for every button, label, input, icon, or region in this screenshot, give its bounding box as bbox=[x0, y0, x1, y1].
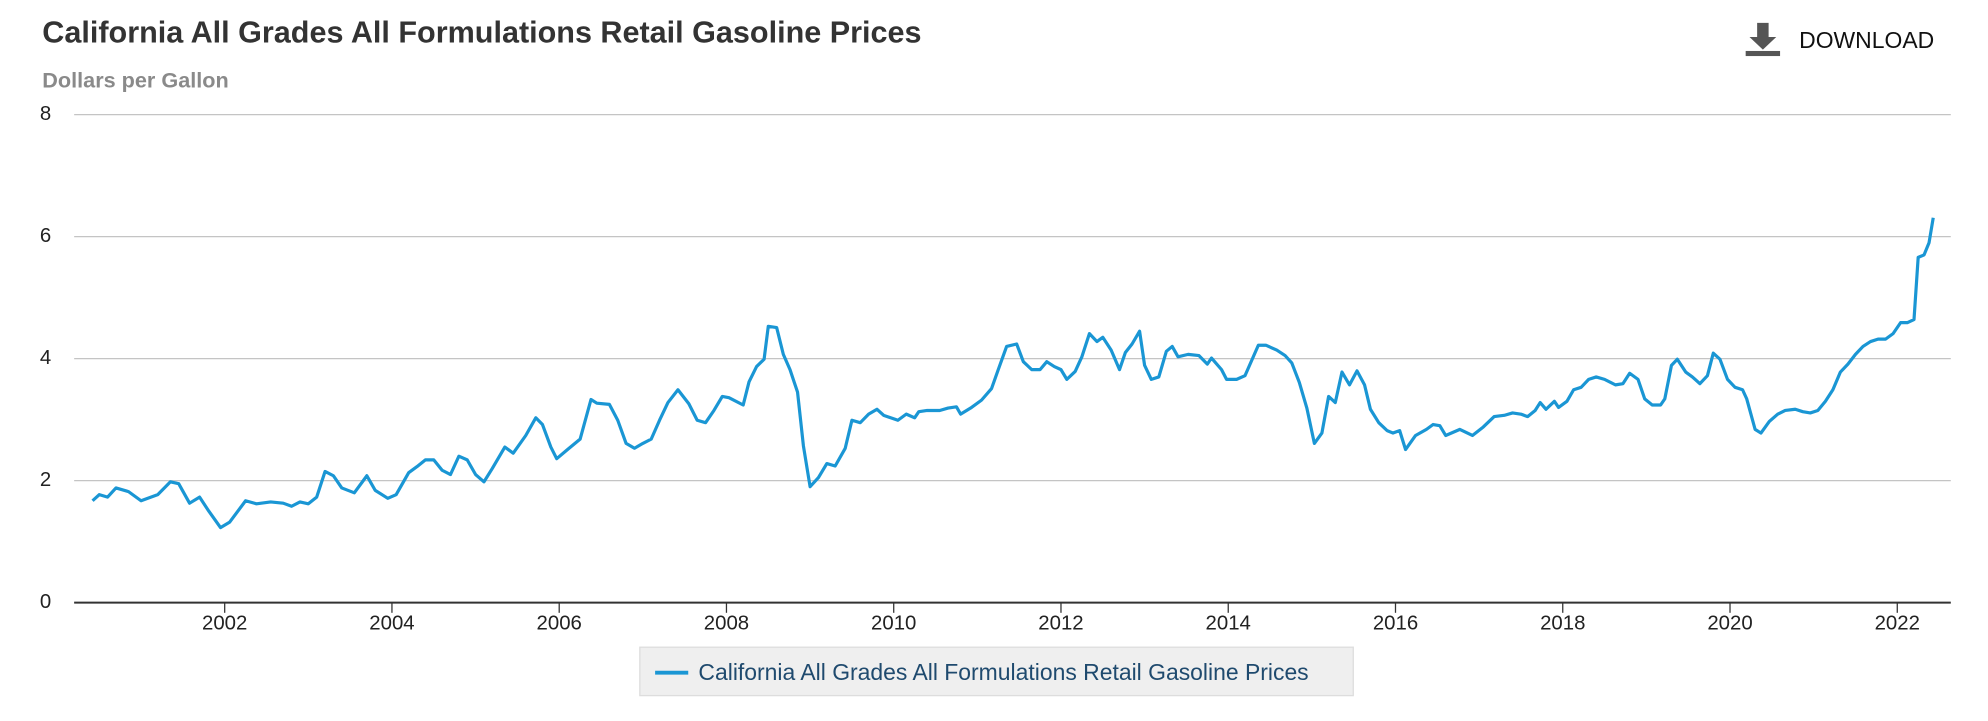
x-tick-label: 2012 bbox=[1038, 613, 1083, 635]
y-tick-label: 0 bbox=[40, 591, 51, 613]
chart-title: California All Grades All Formulations R… bbox=[42, 15, 921, 49]
x-tick-label: 2016 bbox=[1373, 613, 1418, 635]
chart-subtitle: Dollars per Gallon bbox=[42, 67, 228, 92]
y-tick-label: 2 bbox=[40, 469, 51, 491]
x-tick-label: 2020 bbox=[1707, 613, 1752, 635]
x-tick-label: 2002 bbox=[202, 613, 247, 635]
legend-label: California All Grades All Formulations R… bbox=[698, 659, 1308, 685]
download-icon bbox=[1749, 22, 1777, 50]
download-icon-base bbox=[1745, 50, 1781, 57]
x-tick-label: 2010 bbox=[871, 613, 916, 635]
download-button[interactable]: DOWNLOAD bbox=[1745, 22, 1935, 57]
x-tick-label: 2014 bbox=[1206, 613, 1251, 635]
x-tick-label: 2004 bbox=[369, 613, 414, 635]
x-tick-label: 2018 bbox=[1540, 613, 1585, 635]
y-tick-label: 4 bbox=[40, 347, 51, 369]
x-tick-label: 2022 bbox=[1875, 613, 1920, 635]
x-tick-label: 2006 bbox=[537, 613, 582, 635]
y-tick-label: 8 bbox=[40, 103, 51, 125]
y-tick-label: 6 bbox=[40, 225, 51, 247]
x-tick-label: 2008 bbox=[704, 613, 749, 635]
download-label[interactable]: DOWNLOAD bbox=[1799, 27, 1934, 53]
legend-box bbox=[639, 646, 1354, 697]
data-line bbox=[91, 217, 1935, 530]
